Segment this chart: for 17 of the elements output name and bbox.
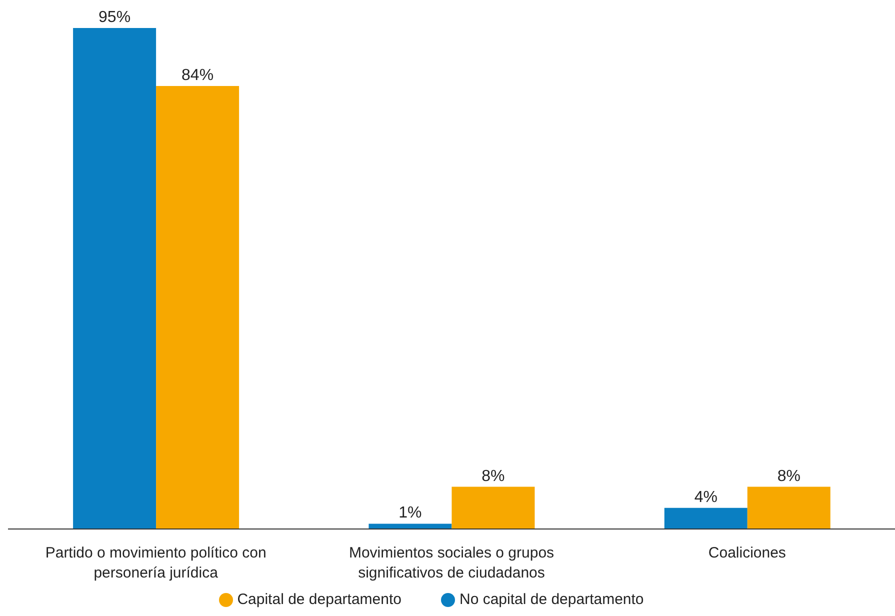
- x-tick-label: Coaliciones: [708, 544, 786, 562]
- legend-label: No capital de departamento: [459, 591, 644, 608]
- data-label: 4%: [694, 488, 718, 506]
- data-label: 84%: [182, 67, 214, 84]
- legend-label: Capital de departamento: [237, 591, 402, 608]
- data-label: 95%: [98, 9, 131, 26]
- bar: [156, 86, 240, 529]
- data-label: 1%: [398, 504, 422, 522]
- x-tick-label: Movimientos sociales o grupos significativos de ciudadanos: [348, 544, 554, 582]
- bar: [452, 486, 535, 529]
- bar: [73, 28, 156, 529]
- data-label: 8%: [482, 468, 505, 485]
- bar: [368, 524, 452, 529]
- data-label: 8%: [777, 468, 800, 485]
- bar: [747, 486, 830, 529]
- bar: [664, 508, 748, 529]
- x-tick-label: Partido o movimiento político con personería jurídica: [45, 544, 266, 582]
